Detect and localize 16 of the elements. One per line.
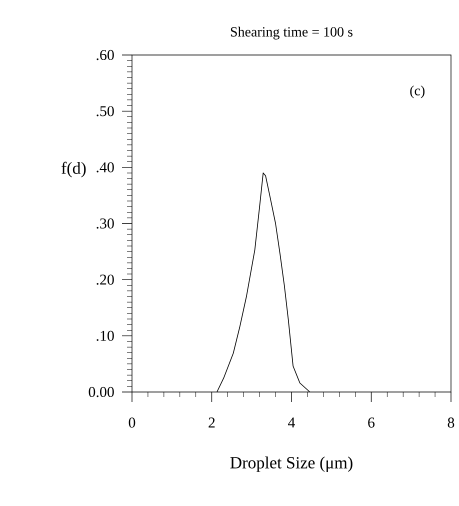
y-tick-label: .10 [96,330,114,341]
y-axis-title: f(d) [62,162,86,178]
y-tick-label: .50 [96,106,114,116]
x-tick-label: 0 [128,418,136,428]
y-tick-label: .30 [96,218,114,229]
y-tick-label: .40 [96,162,114,172]
x-axis-title: Droplet Size (μm) [230,456,352,472]
y-tick-label: 0.00 [88,386,114,398]
x-tick-label: 6 [368,418,375,428]
y-tick-label: .20 [96,274,114,285]
x-tick-label: 2 [208,418,215,428]
annotation: (c) [410,85,425,98]
x-tick-label: 8 [448,418,454,428]
y-tick-label: .60 [96,50,114,60]
chart-title: Shearing time = 100 s [230,26,352,40]
x-tick-label: 4 [288,418,296,428]
